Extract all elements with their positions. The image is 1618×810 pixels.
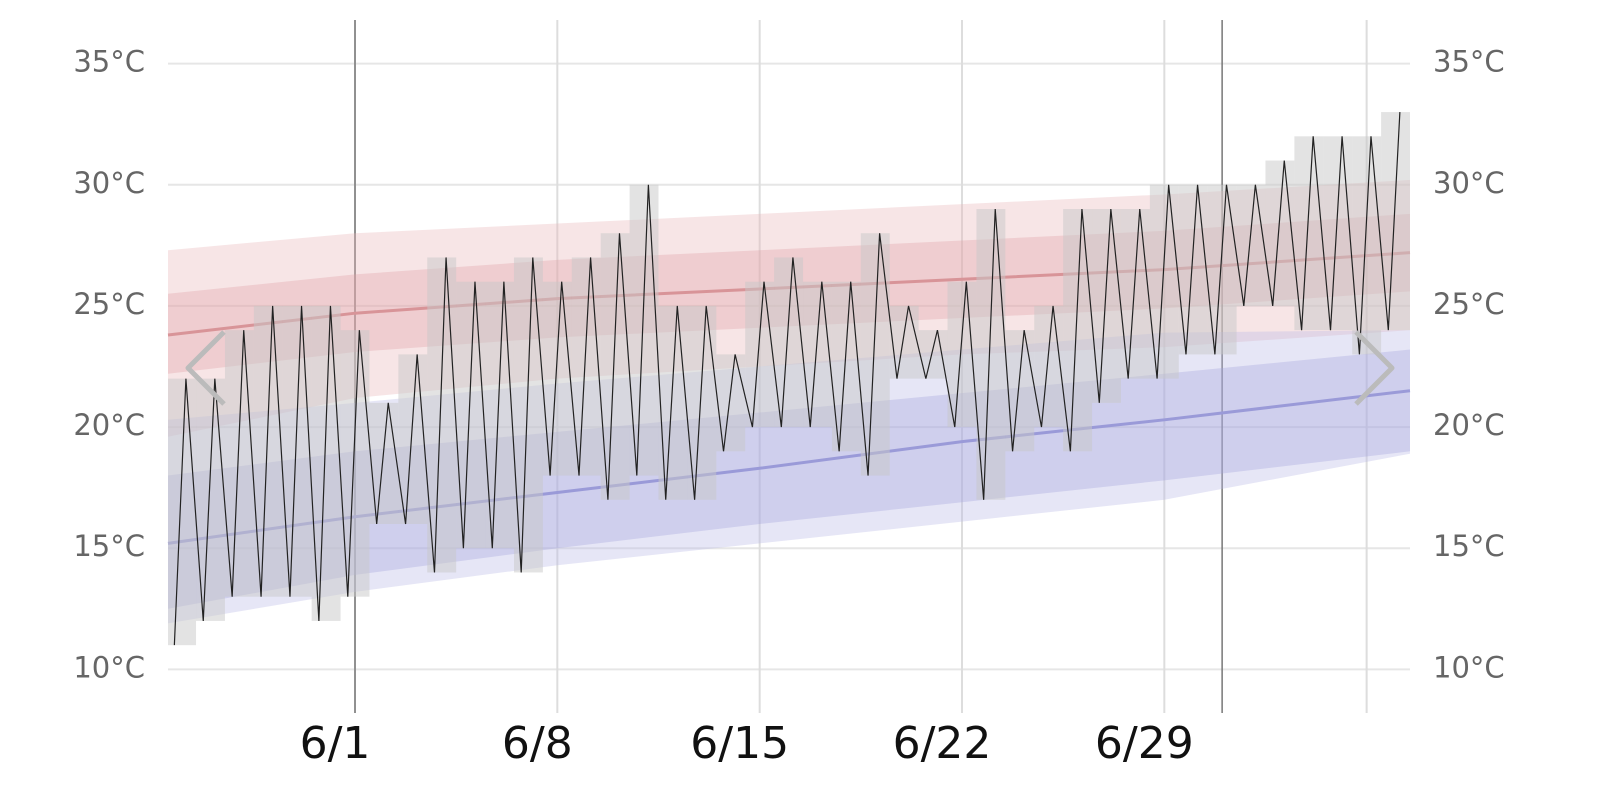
daily-range xyxy=(168,378,197,646)
daily-range xyxy=(369,402,399,524)
y2-tick-label: 15°C xyxy=(1433,529,1505,563)
daily-range xyxy=(427,257,457,573)
daily-range xyxy=(803,281,832,428)
prev-arrow[interactable] xyxy=(185,330,226,406)
x-tick-label: 6/22 xyxy=(893,718,992,769)
daily-range xyxy=(1381,112,1410,331)
next-arrow[interactable] xyxy=(1354,330,1395,406)
daily-range xyxy=(398,354,428,524)
daily-range xyxy=(976,209,1006,500)
daily-range xyxy=(513,257,543,573)
daily-range xyxy=(774,257,804,428)
daily-range xyxy=(658,305,688,500)
x-tick-label: 6/29 xyxy=(1095,718,1194,769)
y2-tick-label: 10°C xyxy=(1433,650,1505,684)
daily-range xyxy=(1034,305,1064,428)
x-tick-label: 6/1 xyxy=(300,718,371,769)
y-tick-label: 30°C xyxy=(73,166,145,200)
y-tick-label: 35°C xyxy=(73,45,145,79)
daily-range xyxy=(600,233,630,500)
y-tick-label: 15°C xyxy=(73,529,145,563)
x-tick-label: 6/8 xyxy=(502,718,573,769)
y2-tick-label: 30°C xyxy=(1433,166,1505,200)
y2-tick-label: 20°C xyxy=(1433,408,1505,442)
y-tick-label: 20°C xyxy=(73,408,145,442)
daily-range xyxy=(1294,136,1324,331)
daily-range xyxy=(571,257,601,476)
daily-range xyxy=(745,281,775,428)
daily-range xyxy=(253,305,283,597)
temperature-line xyxy=(173,112,1401,646)
daily-range xyxy=(716,354,746,452)
daily-range xyxy=(889,305,919,379)
daily-range xyxy=(1265,160,1295,306)
daily-range xyxy=(1063,209,1093,452)
plot-area: 10°C 10°C 15°C 15°C 20°C 20°C 25°C 25°C 30°C 30°C… xyxy=(73,20,1505,769)
y2-tick-label: 35°C xyxy=(1433,45,1505,79)
y-tick-label: 25°C xyxy=(73,287,145,321)
y2-tick-label: 25°C xyxy=(1433,287,1505,321)
daily-range xyxy=(224,330,254,597)
daily-range xyxy=(1149,184,1179,379)
daily-range xyxy=(629,184,659,476)
x-tick-label: 6/15 xyxy=(690,718,789,769)
daily-range xyxy=(918,330,948,379)
y-tick-label: 10°C xyxy=(73,650,145,684)
daily-range xyxy=(1005,330,1035,452)
